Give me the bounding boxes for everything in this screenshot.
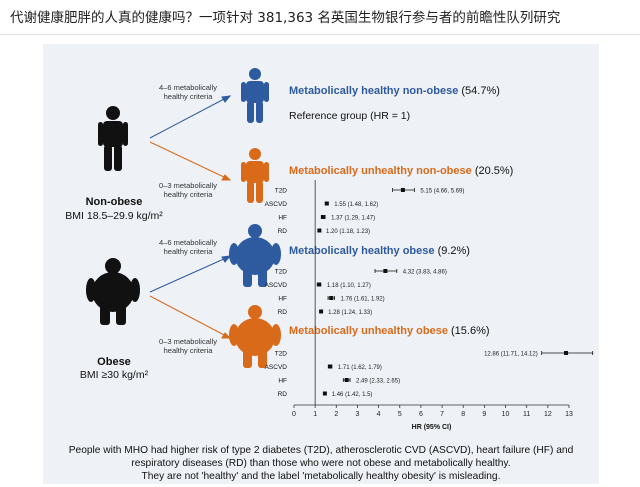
healthy-obese-person-icon — [229, 224, 281, 287]
obese-bmi: BMI ≥30 kg/m² — [79, 369, 149, 381]
hr-point — [344, 378, 349, 382]
row-label: ASCVD — [265, 364, 288, 371]
hr-point — [317, 228, 322, 233]
hr-point — [320, 215, 325, 219]
category-healthy-obese: Metabolically healthy obese (9.2%) — [289, 245, 470, 257]
hr-value-label: 1.55 (1.48, 1.62) — [334, 202, 378, 208]
hr-value-label: 1.28 (1.24, 1.33) — [328, 310, 372, 316]
x-axis-label: HR (95% CI) — [412, 424, 452, 431]
category-unhealthy-non-obese: Metabolically unhealthy non-obese (20.5%… — [289, 165, 513, 177]
non-obese-person-icon — [98, 106, 128, 171]
hr-value-label: 12.86 (11.71, 14.12) — [484, 352, 538, 358]
x-tick-label: 9 — [482, 411, 486, 418]
category-pct: (20.5%) — [474, 165, 514, 177]
x-tick-label: 8 — [461, 411, 465, 418]
criteria-unhealthy-label-2: 0–3 metabolically healthy criteria — [148, 337, 228, 355]
criteria-healthy-label-1: 4–6 metabolically healthy criteria — [148, 83, 228, 101]
reference-group-label: Reference group (HR = 1) — [289, 110, 411, 122]
category-name: Metabolically healthy obese — [289, 245, 435, 257]
row-label: ASCVD — [265, 201, 288, 208]
hr-value-label: 4.32 (3.83, 4.86) — [403, 270, 447, 276]
category-name: Metabolically unhealthy non-obese — [289, 165, 472, 177]
healthy-non-obese-person-icon — [241, 68, 269, 123]
hr-point — [316, 282, 321, 287]
arrow-to-unhealthy-obese — [149, 295, 232, 339]
x-tick-label: 5 — [398, 411, 402, 418]
criteria-line: 4–6 metabolically — [159, 83, 217, 92]
obese-person-icon — [86, 258, 140, 325]
hr-value-label: 5.15 (4.66, 5.69) — [420, 189, 464, 195]
category-unhealthy-obese: Metabolically unhealthy obese (15.6%) — [289, 325, 490, 337]
hr-point — [383, 269, 388, 273]
infographic-panel — [43, 44, 599, 484]
x-tick-label: 12 — [544, 411, 552, 418]
hr-point — [322, 391, 327, 396]
hr-point — [319, 309, 324, 314]
hr-point — [564, 351, 569, 355]
criteria-line: 4–6 metabolically — [159, 238, 217, 247]
row-label: ASCVD — [265, 282, 288, 289]
caption-line-1: People with MHO had higher risk of type … — [68, 445, 574, 456]
category-name: Metabolically healthy non-obese — [289, 85, 459, 97]
criteria-line: 0–3 metabolically — [159, 181, 217, 190]
x-tick-label: 11 — [523, 411, 530, 418]
hr-value-label: 1.76 (1.61, 1.92) — [341, 297, 385, 303]
category-name: Metabolically unhealthy obese — [289, 325, 448, 337]
category-pct: (54.7%) — [461, 85, 500, 97]
x-tick-label: 3 — [356, 411, 360, 418]
hr-point — [328, 364, 333, 369]
arrow-to-healthy-non-obese — [149, 95, 232, 139]
non-obese-label: Non-obese — [85, 196, 143, 208]
row-label: T2D — [275, 351, 288, 358]
x-tick-label: 6 — [419, 411, 423, 418]
x-tick-label: 13 — [565, 411, 573, 418]
hr-point — [329, 296, 334, 300]
x-tick-label: 4 — [377, 411, 381, 418]
x-tick-label: 7 — [440, 411, 444, 418]
caption-line-3: They are not 'healthy' and the label 'me… — [141, 471, 501, 482]
arrow-to-unhealthy-non-obese — [149, 141, 232, 181]
row-label: RD — [278, 391, 288, 398]
title-divider — [0, 34, 640, 35]
row-label: RD — [278, 309, 288, 316]
x-tick-label: 2 — [334, 411, 338, 418]
row-label: HF — [278, 296, 287, 303]
obese-label: Obese — [97, 356, 131, 368]
hr-point — [400, 188, 405, 192]
criteria-line: 0–3 metabolically — [159, 337, 217, 346]
criteria-line: healthy criteria — [163, 190, 213, 199]
caption-line-2: respiratory diseases (RD) than those who… — [131, 458, 511, 469]
category-pct: (9.2%) — [437, 245, 470, 257]
row-label: T2D — [275, 269, 288, 276]
hr-point — [324, 201, 329, 206]
criteria-line: healthy criteria — [163, 247, 213, 256]
hr-value-label: 1.71 (1.62, 1.79) — [338, 365, 382, 371]
x-tick-label: 1 — [313, 411, 317, 418]
hr-value-label: 1.46 (1.42, 1.5) — [332, 392, 373, 398]
x-tick-label: 0 — [292, 411, 296, 418]
row-label: HF — [278, 215, 287, 222]
category-pct: (15.6%) — [451, 325, 490, 337]
row-label: HF — [278, 378, 287, 385]
criteria-line: healthy criteria — [163, 92, 213, 101]
criteria-unhealthy-label-1: 0–3 metabolically healthy criteria — [148, 181, 228, 199]
caption: People with MHO had higher risk of type … — [45, 444, 597, 483]
x-tick-label: 10 — [502, 411, 510, 418]
criteria-healthy-label-2: 4–6 metabolically healthy criteria — [148, 238, 228, 256]
hr-value-label: 1.18 (1.10, 1.27) — [327, 283, 371, 289]
category-healthy-non-obese: Metabolically healthy non-obese (54.7%) — [289, 85, 500, 97]
row-label: RD — [278, 228, 288, 235]
hr-value-label: 1.37 (1.29, 1.47) — [331, 216, 375, 222]
non-obese-bmi: BMI 18.5–29.9 kg/m² — [65, 210, 163, 222]
unhealthy-non-obese-person-icon — [241, 148, 269, 203]
unhealthy-obese-person-icon — [229, 305, 281, 368]
arrow-to-healthy-obese — [149, 255, 232, 293]
hr-value-label: 1.20 (1.18, 1.23) — [326, 229, 370, 235]
page-title: 代谢健康肥胖的人真的健康吗？一项针对 381,363 名英国生物银行参与者的前瞻… — [10, 10, 561, 26]
hr-value-label: 2.49 (2.33, 2.65) — [356, 379, 400, 385]
row-label: T2D — [275, 188, 288, 195]
criteria-line: healthy criteria — [163, 346, 213, 355]
